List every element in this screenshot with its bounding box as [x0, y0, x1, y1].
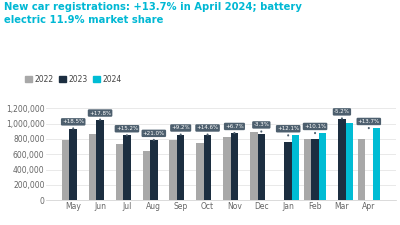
Bar: [372, 128, 380, 200]
Bar: [196, 143, 204, 200]
Bar: [116, 144, 123, 200]
Text: +17.8%: +17.8%: [89, 110, 111, 120]
Text: New car registrations: +13.7% in April 2024; battery
electric 11.9% market share: New car registrations: +13.7% in April 2…: [4, 2, 302, 25]
Bar: [89, 134, 96, 200]
Text: +18.5%: +18.5%: [62, 119, 84, 128]
Bar: [204, 135, 211, 200]
Text: +6.7%: +6.7%: [225, 124, 244, 133]
Bar: [62, 140, 70, 200]
Bar: [231, 133, 238, 200]
Text: +9.2%: +9.2%: [171, 126, 190, 135]
Bar: [150, 140, 158, 200]
Bar: [96, 120, 104, 200]
Bar: [319, 133, 326, 200]
Bar: [250, 132, 258, 200]
Bar: [311, 139, 319, 200]
Bar: [70, 128, 77, 200]
Bar: [284, 142, 292, 200]
Bar: [223, 137, 231, 200]
Bar: [292, 135, 300, 200]
Text: +14.6%: +14.6%: [196, 126, 219, 135]
Text: +12.1%: +12.1%: [277, 126, 299, 135]
Bar: [346, 123, 353, 200]
Text: +15.2%: +15.2%: [116, 126, 138, 135]
Bar: [258, 134, 265, 200]
Bar: [304, 139, 311, 200]
Text: -3.3%: -3.3%: [253, 122, 269, 132]
Text: +13.7%: +13.7%: [358, 119, 380, 128]
Legend: 2022, 2023, 2024: 2022, 2023, 2024: [22, 72, 125, 87]
Bar: [358, 139, 365, 200]
Text: -5.2%: -5.2%: [334, 109, 350, 119]
Text: +21.0%: +21.0%: [143, 131, 165, 140]
Bar: [142, 151, 150, 200]
Bar: [123, 135, 131, 200]
Text: +10.1%: +10.1%: [304, 124, 326, 133]
Bar: [170, 140, 177, 200]
Bar: [338, 119, 346, 200]
Bar: [177, 135, 184, 200]
